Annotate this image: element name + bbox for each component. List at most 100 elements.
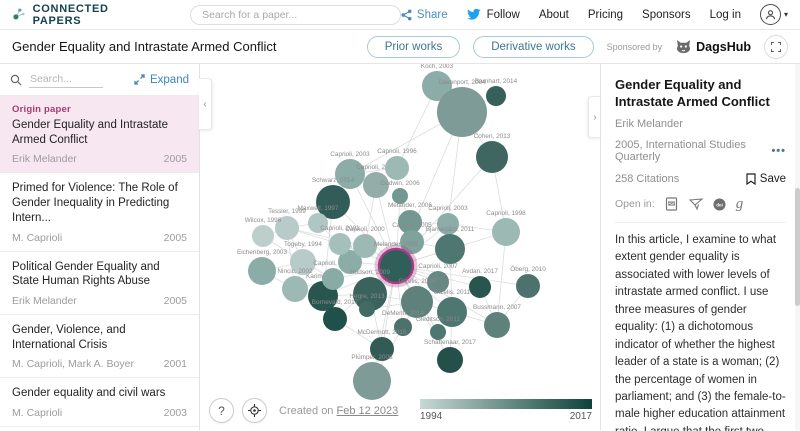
- doi-link[interactable]: doi: [713, 198, 726, 211]
- graph-node[interactable]: [435, 234, 465, 264]
- graph-node-label: Cohen, 2013: [474, 133, 511, 140]
- graph-node[interactable]: [290, 249, 316, 275]
- save-button[interactable]: Save: [746, 173, 786, 185]
- graph-node-label: Caprioli, 2003: [428, 205, 468, 212]
- graph-node[interactable]: [308, 213, 328, 233]
- graph-node[interactable]: [282, 276, 308, 302]
- expand-button[interactable]: Expand: [134, 74, 189, 86]
- graph-node[interactable]: [401, 286, 433, 318]
- bookmark-icon: [746, 173, 756, 185]
- graph-node[interactable]: [437, 213, 459, 235]
- graph-node[interactable]: [398, 210, 422, 234]
- fullscreen-button[interactable]: [764, 34, 788, 59]
- paper-search-input[interactable]: [190, 4, 401, 25]
- graph-node[interactable]: [430, 324, 446, 340]
- graph-node-label: Caprioli, 2007: [418, 263, 458, 270]
- semantic-scholar-link[interactable]: [688, 198, 703, 211]
- graph-node[interactable]: [359, 301, 375, 317]
- detail-venue: 2005, International Studies Quarterly: [615, 138, 746, 163]
- graph-edge: [395, 265, 498, 326]
- graph-node[interactable]: [252, 225, 274, 247]
- graph-node-label: Barnhart, 2014: [475, 78, 518, 85]
- papers-list: Origin paper Gender Equality and Intrasta…: [0, 95, 199, 430]
- graph-node[interactable]: [427, 271, 449, 293]
- graph-node-label: Caprioli, 1996: [377, 148, 417, 155]
- graph-node[interactable]: [469, 276, 491, 298]
- collapse-sidebar-tab[interactable]: ‹: [199, 78, 212, 130]
- graph-node[interactable]: [323, 307, 347, 331]
- paper-list-item[interactable]: Gendered ConflictM. Caprioli2000: [0, 427, 199, 430]
- nav-sponsors[interactable]: Sponsors: [642, 8, 691, 21]
- graph-node[interactable]: [353, 362, 391, 400]
- graph-node[interactable]: [400, 230, 424, 254]
- graph-node[interactable]: [476, 141, 508, 173]
- created-date[interactable]: Feb 12 2023: [336, 404, 399, 417]
- collapse-details-tab[interactable]: ›: [588, 96, 601, 138]
- graph-node[interactable]: [385, 156, 409, 180]
- legend-max-year: 2017: [569, 411, 592, 422]
- graph-node[interactable]: [248, 257, 276, 285]
- paper-list-item[interactable]: Primed for Violence: The Role of Gender …: [0, 173, 199, 252]
- graph-node-label: Eichenberg, 2003: [237, 249, 288, 256]
- paper-authors: M. Caprioli: [12, 231, 63, 244]
- graph-node-label: Hegre, 2013: [349, 293, 385, 300]
- graph-node[interactable]: [335, 159, 365, 189]
- graph-node[interactable]: [437, 347, 463, 373]
- prior-works-button[interactable]: Prior works: [366, 35, 461, 58]
- detail-paper-title: Gender Equality and Intrastate Armed Con…: [615, 77, 770, 109]
- paper-list-item[interactable]: Origin paper Gender Equality and Intrasta…: [0, 96, 199, 174]
- sidebar-search-input[interactable]: [29, 71, 103, 88]
- graph-node[interactable]: [422, 71, 452, 101]
- graph-node[interactable]: [322, 268, 344, 290]
- graph-node[interactable]: [275, 216, 299, 240]
- graph-node-label: Avdan, 2017: [462, 268, 498, 275]
- follow-label: Follow: [486, 8, 520, 21]
- paper-meta: M. Caprioli 2005: [12, 232, 187, 244]
- more-options-button[interactable]: •••: [771, 144, 786, 157]
- graph-node[interactable]: [516, 274, 540, 298]
- graph-node-label: Schwarz, 2014: [312, 177, 355, 184]
- connected-papers-logo[interactable]: CONNECTED PAPERS: [12, 3, 158, 27]
- avatar: [759, 4, 781, 25]
- paper-list-item[interactable]: Political Gender Equality and State Huma…: [0, 252, 199, 316]
- graph-node[interactable]: [363, 172, 389, 198]
- paper-year: 2005: [163, 153, 187, 166]
- google-scholar-link[interactable]: g: [735, 195, 744, 212]
- graph-node[interactable]: [486, 86, 506, 106]
- graph-node[interactable]: [392, 188, 408, 204]
- graph-node[interactable]: [316, 185, 350, 219]
- graph-node-label: DeMeritt, 2014: [382, 310, 424, 317]
- help-button[interactable]: ?: [209, 398, 234, 423]
- dagshub-link[interactable]: DagsHub: [675, 39, 751, 54]
- account-menu[interactable]: ▾: [759, 4, 788, 25]
- share-icon: [401, 9, 412, 20]
- graph-node[interactable]: [370, 337, 394, 361]
- graph-node[interactable]: [437, 87, 487, 137]
- derivative-works-button[interactable]: Derivative works: [473, 35, 594, 58]
- graph-node[interactable]: [353, 277, 387, 311]
- graph-node[interactable]: [437, 297, 467, 327]
- scrollbar-thumb[interactable]: [795, 188, 800, 306]
- graph-node[interactable]: [329, 233, 351, 255]
- recenter-button[interactable]: [242, 398, 267, 423]
- graph-node[interactable]: [492, 218, 520, 246]
- paper-list-item[interactable]: Gender, Violence, and International Cris…: [0, 315, 199, 379]
- paper-year: 2001: [163, 358, 187, 371]
- nav-about[interactable]: About: [538, 8, 569, 21]
- nav-pricing[interactable]: Pricing: [587, 8, 624, 21]
- graph-node[interactable]: [353, 234, 377, 258]
- login-button[interactable]: Log in: [709, 8, 741, 21]
- share-button[interactable]: Share: [401, 9, 448, 21]
- graph-node-origin[interactable]: [377, 247, 415, 285]
- twitter-follow-button[interactable]: Follow: [466, 8, 520, 21]
- graph-node-label: Caprioli, 2003: [330, 151, 370, 158]
- pdf-link[interactable]: PDF: [665, 197, 679, 211]
- graph-node[interactable]: [394, 318, 412, 336]
- graph-node-label: Gizelis, 2009: [399, 278, 436, 285]
- logo-graph-icon: [13, 8, 25, 20]
- paper-list-item[interactable]: Gender equality and civil wars M. Capriol…: [0, 378, 199, 428]
- graph-node[interactable]: [338, 250, 362, 274]
- paper-title: Gender, Violence, and International Cris…: [12, 324, 126, 351]
- graph-node[interactable]: [484, 312, 510, 338]
